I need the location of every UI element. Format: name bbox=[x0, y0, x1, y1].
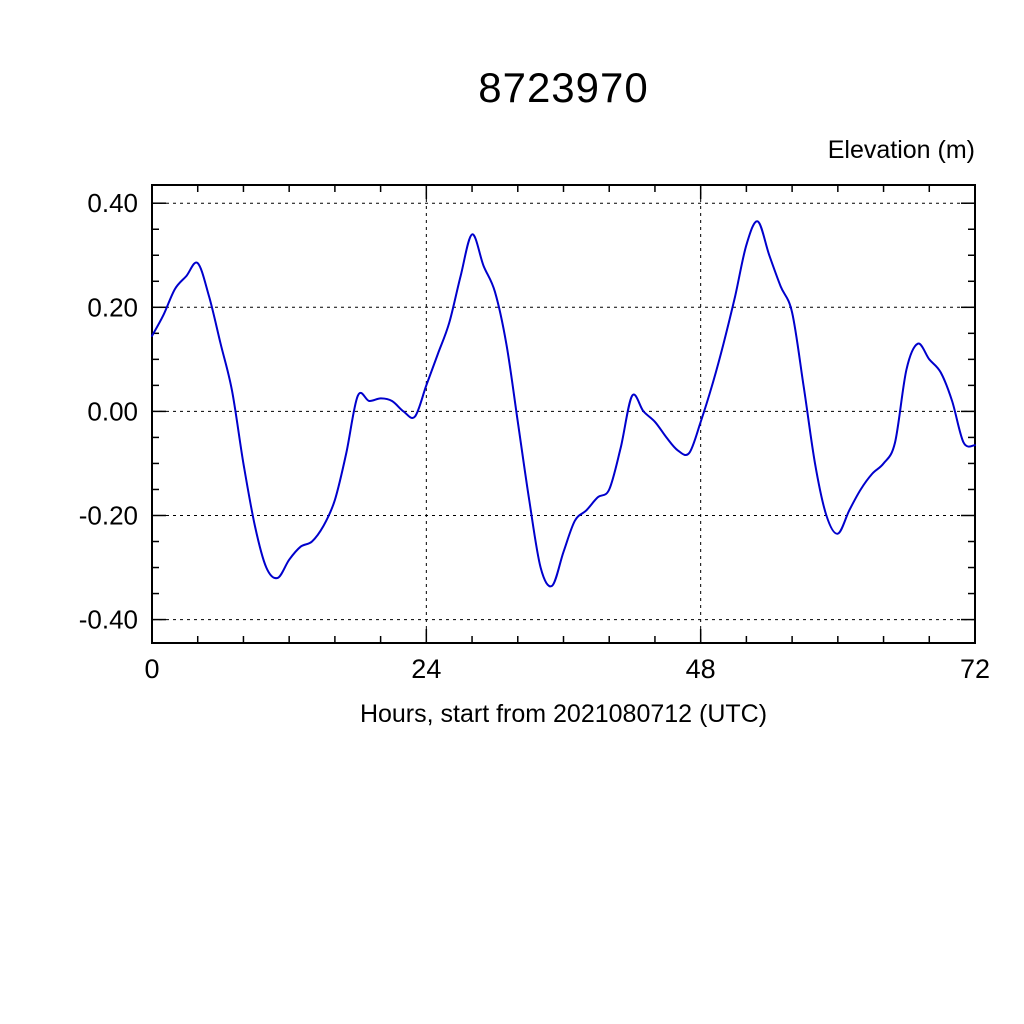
x-axis-label: Hours, start from 2021080712 (UTC) bbox=[359, 700, 768, 728]
y-tick-label: -0.40 bbox=[79, 605, 138, 635]
y-tick-label: -0.20 bbox=[79, 500, 138, 530]
y-tick-label: 0.00 bbox=[87, 396, 138, 426]
chart-title: 8723970 bbox=[478, 64, 649, 111]
y-tick-label: 0.20 bbox=[87, 292, 138, 322]
elevation-line bbox=[151, 220, 976, 588]
x-tick-label: 0 bbox=[144, 654, 159, 684]
y-tick-label: 0.40 bbox=[87, 188, 138, 218]
x-tick-label: 72 bbox=[960, 654, 990, 684]
x-tick-label: 24 bbox=[411, 654, 441, 684]
y-axis-unit-label: Elevation (m) bbox=[827, 136, 975, 164]
plot-frame bbox=[151, 184, 976, 644]
x-tick-label: 48 bbox=[686, 654, 716, 684]
